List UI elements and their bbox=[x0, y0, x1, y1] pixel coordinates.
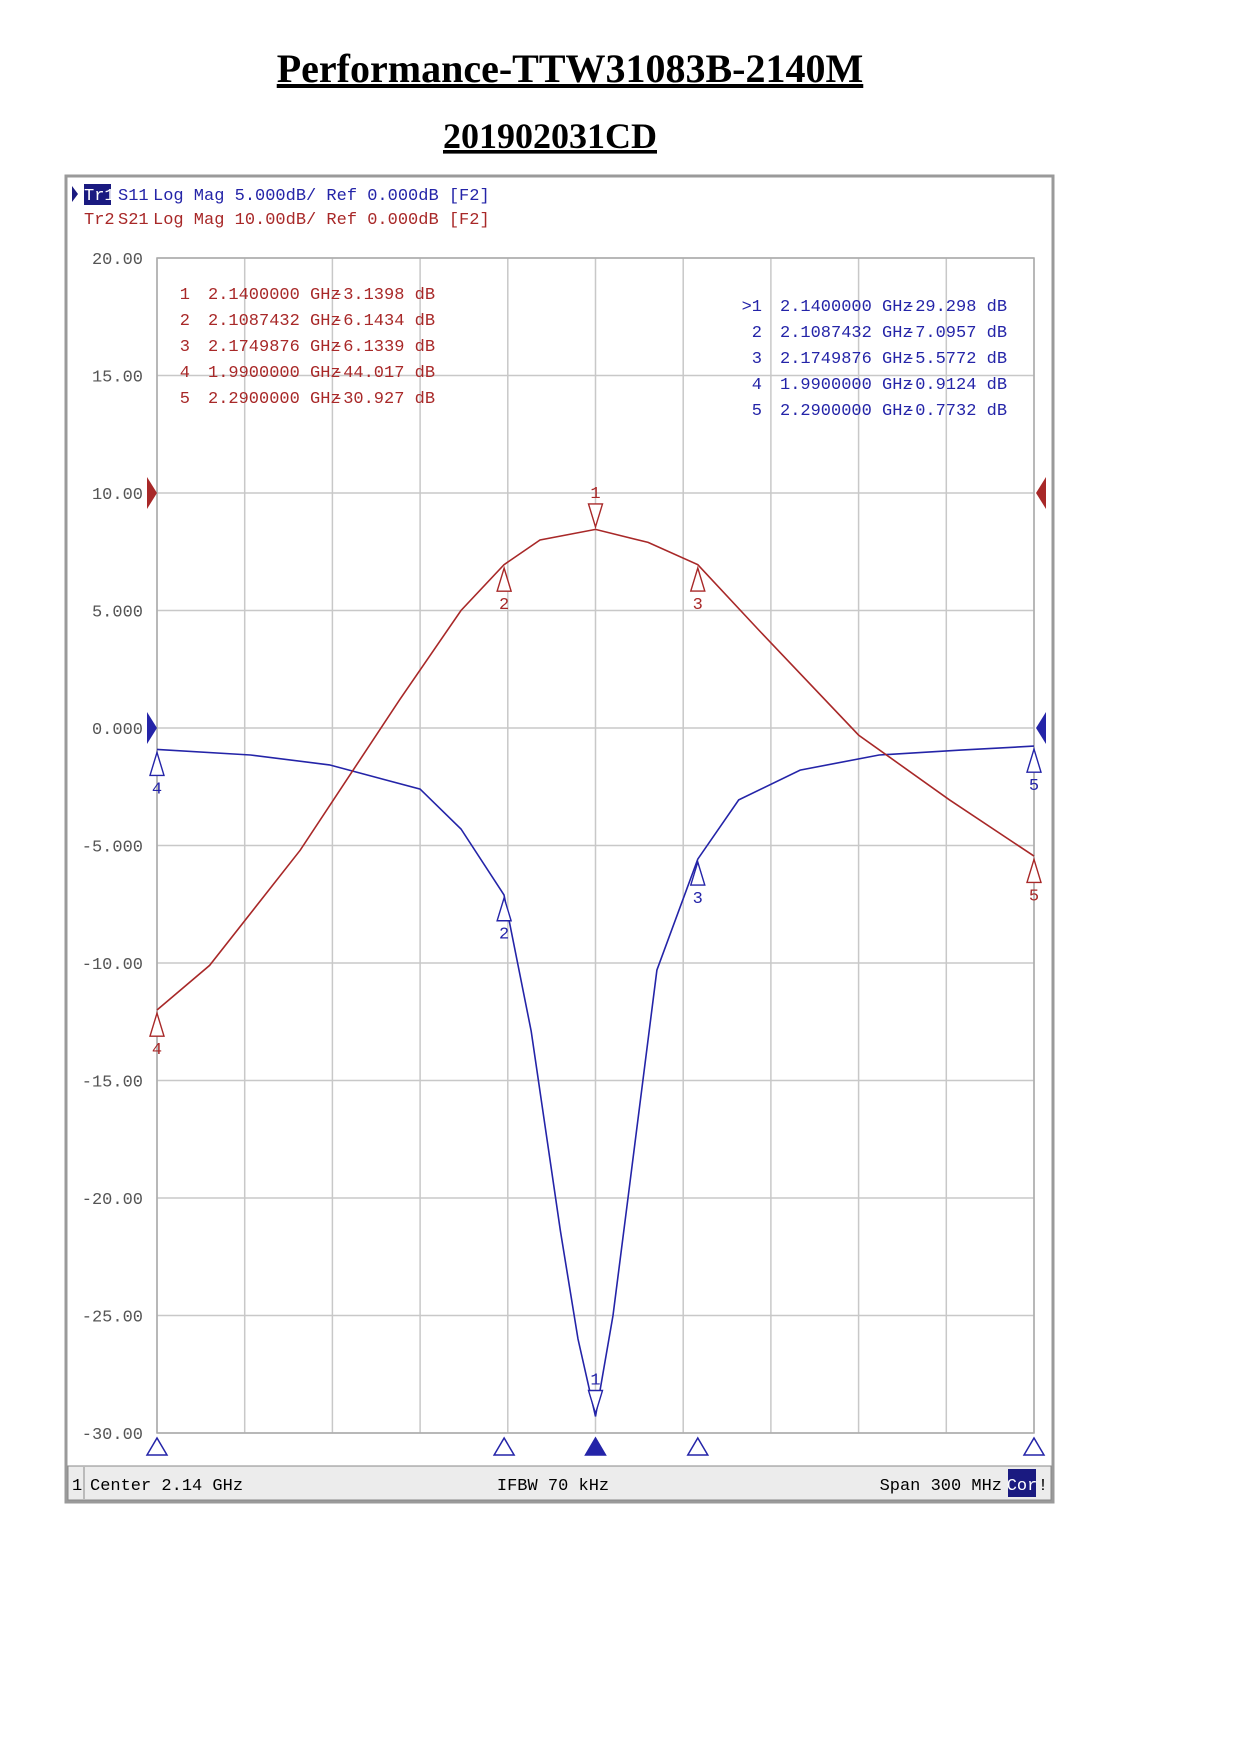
marker-table-x: 1.9900000 GHz bbox=[780, 376, 913, 395]
y-tick-label: 0.000 bbox=[92, 721, 143, 740]
subtitle: 201902031CD bbox=[443, 116, 657, 156]
marker bbox=[149, 1010, 165, 1037]
status-cor: Cor bbox=[1007, 1477, 1038, 1496]
marker-table-x: 2.1087432 GHz bbox=[208, 312, 341, 331]
ref-arrow-right bbox=[1036, 712, 1046, 744]
trace-id: Tr1 bbox=[84, 187, 115, 206]
stimulus-marker bbox=[686, 1436, 710, 1456]
marker-table-value: -3.1398 dB bbox=[333, 286, 435, 305]
ref-arrow-left bbox=[147, 712, 157, 744]
marker-table-value: -6.1339 dB bbox=[333, 338, 435, 357]
stimulus-marker bbox=[584, 1436, 607, 1456]
marker-table-x: 2.2900000 GHz bbox=[208, 390, 341, 409]
marker-table-x: 1.9900000 GHz bbox=[208, 364, 341, 383]
status-channel: 1 bbox=[72, 1477, 82, 1496]
stimulus-marker bbox=[492, 1436, 516, 1456]
trace-line bbox=[156, 745, 1035, 1417]
marker-table-x: 2.2900000 GHz bbox=[780, 402, 913, 421]
marker-table-x: 2.1087432 GHz bbox=[780, 324, 913, 343]
status-right: Span 300 MHz bbox=[880, 1477, 1002, 1496]
trace-format: Log Mag 5.000dB/ Ref 0.000dB [F2] bbox=[153, 187, 490, 206]
trace-name: S11 bbox=[118, 187, 149, 206]
marker bbox=[689, 859, 706, 886]
ref-arrow-left bbox=[147, 477, 157, 509]
marker bbox=[587, 1389, 604, 1416]
marker-table-value: -7.0957 dB bbox=[905, 324, 1007, 343]
marker-table-id: 2 bbox=[180, 312, 190, 331]
marker-table-x: 2.1400000 GHz bbox=[208, 286, 341, 305]
y-tick-label: -20.00 bbox=[82, 1191, 143, 1210]
marker-table-id: 5 bbox=[180, 390, 190, 409]
marker-id: 5 bbox=[1029, 777, 1039, 796]
marker-table-value: -6.1434 dB bbox=[333, 312, 435, 331]
marker bbox=[587, 503, 604, 530]
marker-table-id: >1 bbox=[742, 298, 762, 317]
trace-line bbox=[156, 528, 1035, 1011]
cor-box bbox=[1008, 1469, 1036, 1497]
marker-table-value: -0.9124 dB bbox=[905, 376, 1007, 395]
status-left: Center 2.14 GHz bbox=[90, 1477, 243, 1496]
marker-table-value: -44.017 dB bbox=[333, 364, 435, 383]
status-flag: ! bbox=[1038, 1477, 1048, 1496]
marker-table-id: 4 bbox=[752, 376, 762, 395]
status-bar bbox=[67, 1465, 1052, 1501]
y-tick-label: -15.00 bbox=[82, 1074, 143, 1093]
status-middle: IFBW 70 kHz bbox=[497, 1477, 609, 1496]
trace-name: S21 bbox=[118, 211, 149, 230]
trace-format: Log Mag 10.00dB/ Ref 0.000dB [F2] bbox=[153, 211, 490, 230]
marker-table-value: -30.927 dB bbox=[333, 390, 435, 409]
marker-table-x: 2.1749876 GHz bbox=[208, 338, 341, 357]
marker-table-value: -0.7732 dB bbox=[905, 402, 1007, 421]
marker bbox=[1026, 746, 1042, 773]
y-tick-label: 10.00 bbox=[92, 486, 143, 505]
marker-table-x: 2.1400000 GHz bbox=[780, 298, 913, 317]
y-tick-label: -30.00 bbox=[82, 1426, 143, 1445]
marker-table-id: 3 bbox=[180, 338, 190, 357]
marker-id: 3 bbox=[693, 890, 703, 909]
active-pointer bbox=[72, 186, 78, 202]
y-tick-label: 15.00 bbox=[92, 369, 143, 388]
marker-id: 2 bbox=[499, 596, 509, 615]
marker bbox=[149, 750, 165, 777]
marker bbox=[496, 895, 513, 922]
y-tick-label: 5.000 bbox=[92, 604, 143, 623]
marker-id: 4 bbox=[152, 1041, 162, 1060]
marker-table-id: 1 bbox=[180, 286, 190, 305]
marker-table-id: 3 bbox=[752, 350, 762, 369]
marker-id: 3 bbox=[693, 596, 703, 615]
marker-table-id: 5 bbox=[752, 402, 762, 421]
y-tick-label: -25.00 bbox=[82, 1309, 143, 1328]
marker-id: 1 bbox=[590, 485, 600, 504]
marker bbox=[496, 565, 513, 592]
y-tick-label: -5.000 bbox=[82, 839, 143, 858]
marker-id: 4 bbox=[152, 780, 162, 799]
marker-id: 1 bbox=[590, 1372, 600, 1391]
marker bbox=[1026, 856, 1042, 884]
y-tick-label: 20.00 bbox=[92, 251, 143, 270]
stimulus-marker bbox=[145, 1436, 169, 1456]
marker-id: 2 bbox=[499, 926, 509, 945]
instrument-frame bbox=[64, 174, 1055, 1504]
active-trace-box bbox=[84, 184, 111, 205]
marker bbox=[689, 565, 706, 592]
marker-table-x: 2.1749876 GHz bbox=[780, 350, 913, 369]
marker-table-value: -5.5772 dB bbox=[905, 350, 1007, 369]
marker-table-id: 2 bbox=[752, 324, 762, 343]
ref-arrow-right bbox=[1036, 477, 1046, 509]
trace-id: Tr2 bbox=[84, 211, 115, 230]
marker-table-id: 4 bbox=[180, 364, 190, 383]
marker-table-value: -29.298 dB bbox=[905, 298, 1007, 317]
plot-border bbox=[156, 257, 1035, 1434]
title: Performance-TTW31083B-2140M bbox=[277, 46, 864, 91]
stimulus-marker bbox=[1022, 1436, 1046, 1456]
marker-id: 5 bbox=[1029, 887, 1039, 906]
y-tick-label: -10.00 bbox=[82, 956, 143, 975]
